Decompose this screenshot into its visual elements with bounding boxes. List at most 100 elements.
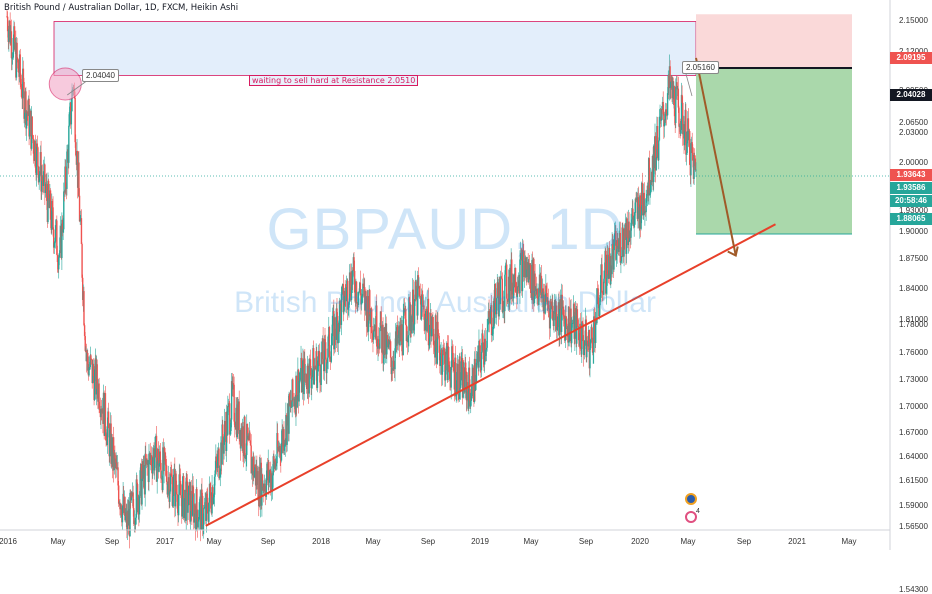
candle-body <box>309 358 311 360</box>
chart-legend[interactable]: British Pound / Australian Dollar, 1D, F… <box>4 3 239 13</box>
candle-body <box>670 82 672 88</box>
candle-body <box>568 306 570 341</box>
candle-body <box>504 274 506 312</box>
price-tick-label: 2.03000 <box>899 128 928 137</box>
candle-body <box>663 119 666 127</box>
candle-body <box>468 367 471 389</box>
candle-body <box>209 483 211 493</box>
candle-body <box>480 351 483 371</box>
candle-body <box>196 489 198 511</box>
candle-body <box>593 316 595 352</box>
candle-body <box>522 249 524 252</box>
candle-body <box>423 305 425 320</box>
candle-body <box>630 222 632 238</box>
candle-body <box>488 311 490 318</box>
candle-body <box>459 380 462 388</box>
candle-body <box>402 316 404 356</box>
candle-body <box>304 358 306 374</box>
candle-body <box>359 282 362 294</box>
economic-event-icon[interactable] <box>685 511 697 523</box>
candle-body <box>326 363 328 374</box>
candle-body <box>54 241 56 243</box>
candle-body <box>494 283 496 324</box>
candle-body <box>210 492 212 509</box>
candle-body <box>549 301 551 329</box>
candle-body <box>181 484 184 517</box>
candle-body <box>694 155 696 159</box>
candle-body <box>690 143 692 176</box>
candle-body <box>68 125 70 163</box>
candle-body <box>637 197 640 207</box>
watermark-symbol: GBPAUD, 1D <box>266 197 624 262</box>
countdown-label: 20:58:46 <box>890 195 932 207</box>
candle-body <box>206 493 208 498</box>
price-tick-label: 1.87500 <box>899 254 928 263</box>
candle-body <box>32 135 34 139</box>
resistance-annotation[interactable]: waiting to sell hard at Resistance 2.051… <box>249 75 419 86</box>
candle-body <box>148 453 150 483</box>
candle-body <box>182 475 185 519</box>
candle-body <box>457 364 459 396</box>
candle-body <box>87 352 89 365</box>
price-tick-label: 2.12000 <box>899 47 928 56</box>
candle-body <box>230 381 233 420</box>
candle-body <box>164 448 166 453</box>
candle-body <box>500 276 503 279</box>
time-tick-label: 2018 <box>312 537 330 546</box>
candle-body <box>268 461 270 483</box>
candle-body <box>212 497 215 504</box>
candle-body <box>58 257 60 270</box>
candle-body <box>88 367 90 376</box>
candle-body <box>648 158 651 196</box>
candle-body <box>427 298 430 346</box>
price-tick-label: 1.93000 <box>899 206 928 215</box>
candle-body <box>106 426 109 446</box>
candle-body <box>620 261 622 263</box>
candle-body <box>438 335 440 353</box>
candle-body <box>628 221 630 242</box>
left-high-callout[interactable]: 2.04040 <box>82 69 119 82</box>
candle-body <box>660 109 662 121</box>
price-chart[interactable] <box>0 0 932 550</box>
candle-body <box>185 477 187 521</box>
candle-body <box>208 502 210 522</box>
candle-body <box>253 470 256 478</box>
candle-body <box>615 230 617 260</box>
price-tick-label: 1.73000 <box>899 375 928 384</box>
candle-body <box>362 283 364 296</box>
candle-body <box>597 288 599 305</box>
candle-body <box>658 140 660 161</box>
candle-body <box>92 363 95 376</box>
candle-body <box>316 366 319 388</box>
candle-body <box>541 293 543 299</box>
candle-body <box>623 228 625 257</box>
candle-body <box>100 408 102 418</box>
candle-body <box>327 336 329 358</box>
candle-body <box>46 183 48 201</box>
candle-body <box>397 334 399 344</box>
candle-body <box>422 296 424 307</box>
candle-body <box>307 365 309 390</box>
candle-body <box>482 342 485 360</box>
candle-body <box>167 483 169 495</box>
candle-body <box>223 437 225 454</box>
candle-body <box>229 430 232 435</box>
candle-body <box>222 424 224 443</box>
candle-body <box>340 294 343 325</box>
candle-body <box>79 219 81 222</box>
candle-body <box>417 275 419 316</box>
candle-body <box>411 315 413 334</box>
candle-body <box>345 287 348 302</box>
candle-body <box>520 252 522 255</box>
right-high-callout[interactable]: 2.05160 <box>682 61 719 74</box>
candle-body <box>418 286 421 296</box>
candle-body <box>685 152 688 155</box>
flag-event-icon[interactable] <box>685 493 697 505</box>
candle-body <box>571 323 573 344</box>
candle-body <box>32 138 35 154</box>
candle-body <box>203 507 205 525</box>
time-tick-label: Sep <box>420 537 436 546</box>
candle-body <box>117 485 120 504</box>
candle-body <box>515 291 517 293</box>
